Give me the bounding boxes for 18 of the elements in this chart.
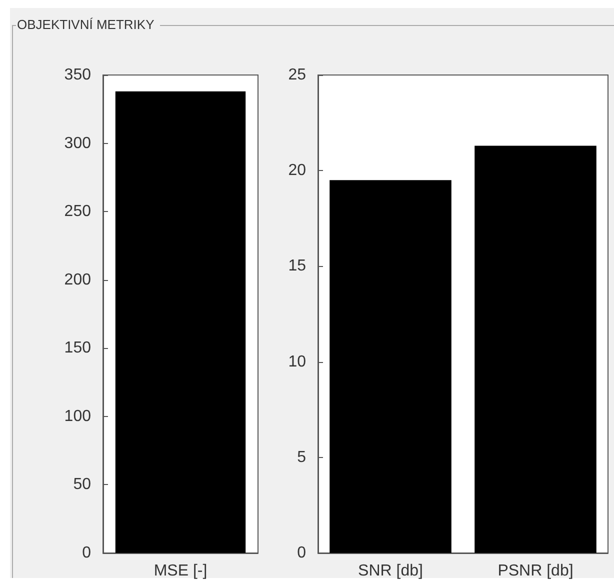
x-tick-label: PSNR [db]	[498, 562, 574, 580]
y-tick-label: 0	[297, 544, 306, 562]
y-tick-label: 350	[64, 66, 92, 84]
y-tick-label: 50	[73, 476, 92, 494]
y-tick-label: 15	[288, 258, 306, 275]
y-tick-label: 250	[64, 203, 92, 220]
y-tick-label: 10	[288, 353, 306, 370]
y-tick-label: 20	[288, 162, 306, 180]
y-tick-label: 25	[288, 66, 306, 84]
chart-title: OBJEKTIVNÍ METRIKY	[16, 17, 160, 32]
y-tick-label: 300	[64, 134, 92, 152]
y-tick-label: 150	[64, 340, 92, 357]
x-tick-label: SNR [db]	[358, 562, 423, 580]
y-tick-label: 0	[82, 544, 92, 562]
y-tick-label: 5	[297, 448, 306, 466]
y-tick-label: 100	[64, 408, 92, 425]
y-tick-label: 200	[64, 271, 92, 288]
x-tick-label: MSE [-]	[154, 562, 208, 580]
